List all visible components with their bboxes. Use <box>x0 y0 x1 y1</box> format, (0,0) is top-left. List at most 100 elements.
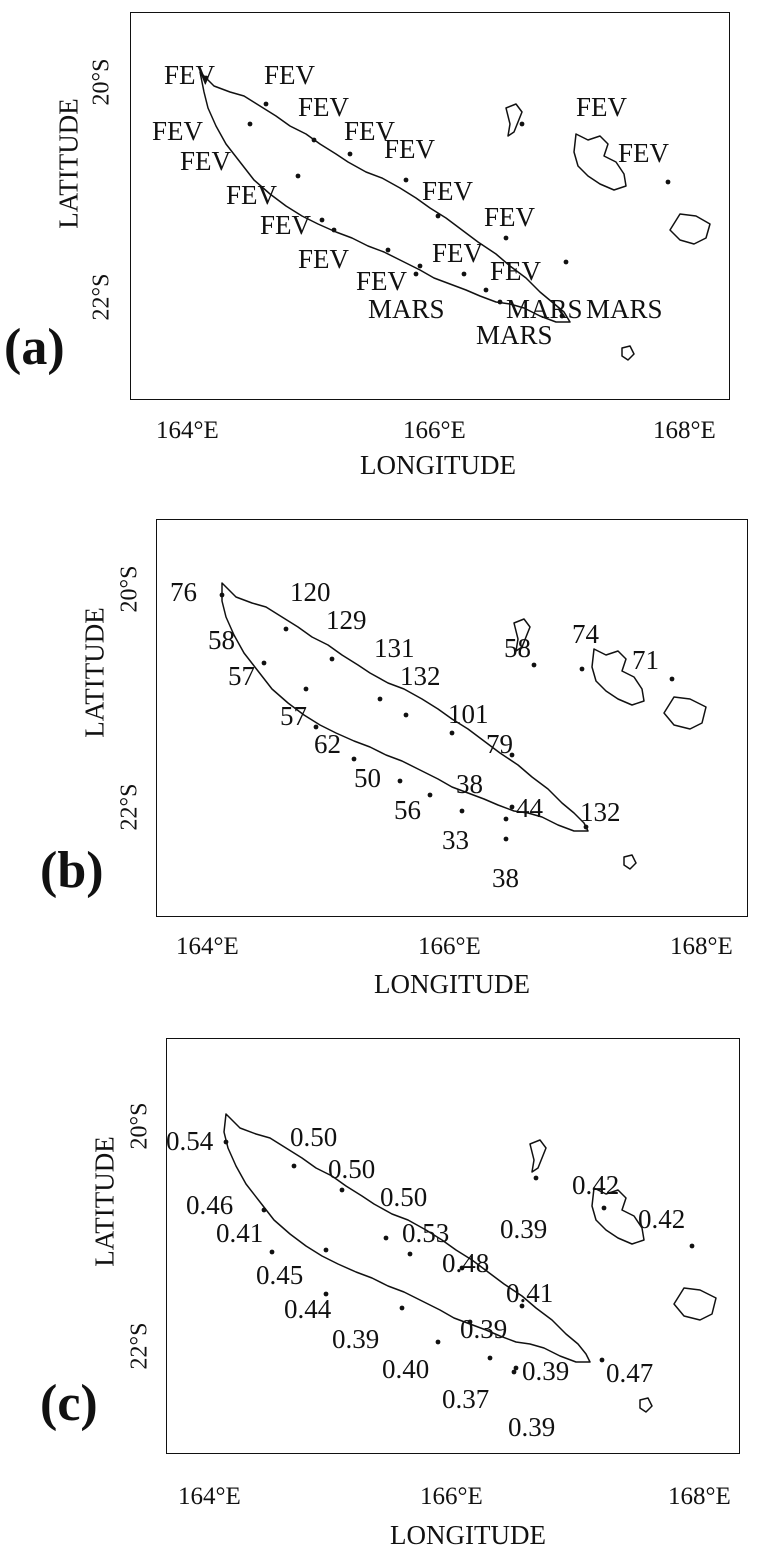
station-label: 0.47 <box>606 1358 653 1388</box>
station-marker <box>347 151 353 157</box>
station-marker <box>331 227 337 233</box>
station-label: 0.54 <box>166 1126 214 1156</box>
station-label: FEV <box>422 176 474 206</box>
panel-c: 0.54 0.50 0.50 0.46 0.50 0.42 0.39 0.42 0.41 0.53… <box>0 1038 762 1557</box>
station-marker <box>377 696 383 702</box>
station-label: 132 <box>400 661 441 691</box>
station-marker <box>579 666 585 672</box>
station-label: 0.45 <box>256 1260 303 1290</box>
panel-label: (b) <box>40 842 104 899</box>
station-marker <box>503 836 509 842</box>
station-label: 62 <box>314 729 341 759</box>
station-label: MARS <box>476 320 553 350</box>
station-label: FEV <box>384 134 436 164</box>
station-label: FEV <box>618 138 670 168</box>
station-marker <box>459 1265 465 1271</box>
station-label: 0.39 <box>500 1214 547 1244</box>
station-label: 56 <box>394 795 421 825</box>
mare-coastline <box>669 213 711 245</box>
x-tick-166e: 166°E <box>420 1483 483 1510</box>
station-marker <box>319 217 325 223</box>
station-marker <box>261 1207 267 1213</box>
station-label: 0.50 <box>328 1154 375 1184</box>
station-label: 0.42 <box>572 1170 619 1200</box>
station-marker <box>417 263 423 269</box>
station-label: 33 <box>442 825 469 855</box>
station-marker <box>263 101 269 107</box>
station-label: FEV <box>152 116 204 146</box>
station-marker <box>583 824 589 830</box>
y-axis-label: LATITUDE <box>79 607 110 738</box>
station-marker <box>449 730 455 736</box>
y-tick-22s: 22°S <box>88 273 115 321</box>
lifou-coastline <box>591 1187 645 1245</box>
station-marker <box>397 778 403 784</box>
mare-coastline <box>673 1287 717 1321</box>
panel-label: (c) <box>40 1375 98 1432</box>
station-label: 44 <box>516 793 544 823</box>
station-label: 50 <box>354 763 381 793</box>
x-tick-168e: 168°E <box>670 933 733 960</box>
station-marker <box>459 808 465 814</box>
station-marker <box>511 1369 517 1375</box>
station-marker <box>269 1249 275 1255</box>
station-marker <box>203 75 209 81</box>
y-tick-20s: 20°S <box>116 565 143 613</box>
station-label: 132 <box>580 797 621 827</box>
station-marker <box>427 792 433 798</box>
station-marker <box>467 1319 473 1325</box>
station-label: 0.46 <box>186 1190 233 1220</box>
station-label: FEV <box>344 116 396 146</box>
x-tick-164e: 164°E <box>176 933 239 960</box>
station-marker <box>383 1235 389 1241</box>
station-marker <box>323 1247 329 1253</box>
station-label: 79 <box>486 729 513 759</box>
station-label: 0.50 <box>380 1182 427 1212</box>
station-marker <box>403 177 409 183</box>
station-marker <box>403 712 409 718</box>
station-marker <box>313 724 319 730</box>
station-marker <box>519 1303 525 1309</box>
station-label: 120 <box>290 577 331 607</box>
station-label: 0.50 <box>290 1122 337 1152</box>
station-marker <box>533 1175 539 1181</box>
station-label: 101 <box>448 699 489 729</box>
station-label: 0.39 <box>332 1324 379 1354</box>
station-marker <box>665 179 671 185</box>
panel-label: (a) <box>4 319 65 376</box>
station-label: 0.41 <box>216 1218 263 1248</box>
station-marker <box>487 1355 493 1361</box>
station-label: 0.48 <box>442 1248 489 1278</box>
station-marker <box>247 121 253 127</box>
x-tick-164e: 164°E <box>178 1483 241 1510</box>
x-tick-164e: 164°E <box>156 417 219 444</box>
station-marker <box>513 1365 519 1371</box>
station-marker <box>503 816 509 822</box>
station-marker <box>303 686 309 692</box>
station-label: FEV <box>356 266 408 296</box>
station-label: 129 <box>326 605 367 635</box>
station-label: 0.53 <box>402 1218 449 1248</box>
station-marker <box>329 656 335 662</box>
station-label: FEV <box>298 244 350 274</box>
station-label: 71 <box>632 645 659 675</box>
station-label: FEV <box>484 202 536 232</box>
station-marker <box>219 592 225 598</box>
station-marker <box>261 660 267 666</box>
station-label: 0.39 <box>508 1412 555 1442</box>
station-label: FEV <box>576 92 628 122</box>
x-axis-label: LONGITUDE <box>360 450 516 480</box>
station-marker <box>503 235 509 241</box>
station-label: 0.39 <box>460 1314 507 1344</box>
y-axis-label: LATITUDE <box>89 1136 120 1267</box>
y-tick-20s: 20°S <box>88 58 115 106</box>
station-label: 57 <box>280 701 307 731</box>
lifou-coastline <box>573 133 627 191</box>
grande-terre-coastline <box>223 1113 591 1363</box>
station-label: 131 <box>374 633 415 663</box>
y-tick-22s: 22°S <box>126 1322 153 1370</box>
station-marker <box>559 313 565 319</box>
station-label: 57 <box>228 661 255 691</box>
station-marker <box>531 662 537 668</box>
